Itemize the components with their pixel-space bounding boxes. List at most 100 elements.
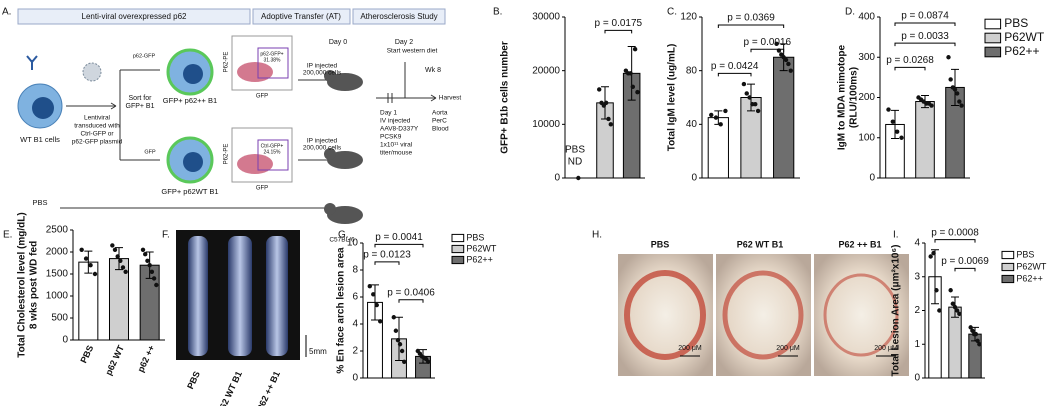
- panel-letter: D.: [845, 7, 855, 18]
- x-tick-label: p62 ++: [136, 344, 157, 374]
- panel-letter: I.: [893, 230, 899, 241]
- data-point: [970, 328, 975, 333]
- data-point: [723, 108, 728, 114]
- y-tick-label: 300: [858, 52, 875, 63]
- data-point: [946, 55, 951, 60]
- y-tick-label: 20000: [532, 65, 560, 76]
- data-point: [894, 129, 900, 134]
- diagram-text: IV injected: [380, 118, 411, 125]
- y-axis-label: % En face arch lesion area: [336, 247, 347, 374]
- diagram-text: Lenti-viral overexpressed p62: [82, 12, 187, 21]
- data-point: [603, 100, 609, 106]
- bar: [707, 117, 729, 179]
- diagram-text: Sort for: [129, 95, 153, 102]
- diagram-text: 200,000 cells: [303, 145, 342, 152]
- legend-swatch: [451, 233, 465, 243]
- panel-letter: A.: [2, 7, 11, 18]
- y-tick-label: 400: [858, 12, 875, 23]
- y-tick-label: 0: [62, 335, 68, 346]
- x-tick-label: PBS: [78, 344, 95, 365]
- diagram-text: Day 1: [380, 110, 397, 117]
- data-point: [147, 263, 152, 268]
- data-point: [143, 252, 148, 257]
- y-tick-label: 2500: [46, 225, 69, 236]
- y-tick-label: 2: [352, 346, 358, 357]
- legend-swatch: [1001, 262, 1015, 272]
- scale-label: 200 μM: [874, 345, 898, 352]
- p-value: p = 0.0041: [375, 232, 423, 243]
- significance-bracket: [717, 72, 752, 77]
- diagram-text: P62-PE: [224, 144, 230, 165]
- data-point: [393, 328, 399, 333]
- data-point: [628, 71, 633, 76]
- data-point: [154, 282, 159, 288]
- data-point: [371, 292, 376, 297]
- legend-label: P62++: [1016, 273, 1043, 283]
- data-point: [890, 119, 896, 124]
- y-axis-label: 8 wks post WD fed: [29, 241, 40, 329]
- panel-letter: C.: [667, 7, 677, 18]
- p-value: p = 0.0008: [931, 227, 979, 238]
- data-point: [952, 87, 958, 92]
- data-point: [120, 265, 126, 270]
- y-tick-label: 10: [347, 238, 359, 249]
- diagram-text: Ctrl-GFP or: [80, 131, 114, 138]
- data-point: [937, 308, 942, 313]
- data-point: [886, 107, 891, 112]
- photo-label: PBS: [651, 239, 670, 249]
- diagram-text: IP injected: [307, 138, 338, 145]
- data-point: [123, 269, 128, 274]
- data-point: [630, 84, 636, 89]
- data-point: [975, 338, 980, 344]
- diagram-text: titer/mouse: [380, 150, 413, 157]
- diagram-text: GFP: [256, 186, 268, 192]
- y-tick-label: 2: [914, 305, 920, 316]
- y-tick-label: 1500: [46, 269, 69, 280]
- legend-label: P62++: [466, 254, 493, 264]
- diagram-text: Atherosclerosis Study: [360, 12, 437, 21]
- diagram-text: WT B1 cells: [20, 135, 60, 144]
- diagram-text: Harvest: [439, 95, 462, 102]
- data-point: [783, 57, 789, 63]
- data-point: [931, 250, 936, 256]
- data-point: [774, 41, 779, 47]
- y-tick-label: 4: [352, 319, 358, 330]
- y-axis-label: Total Lesion Area (μm²x10⁶): [891, 245, 902, 377]
- diagram-text: GFP+ p62++ B1: [163, 96, 217, 105]
- diagram-text: GFP+ B1: [126, 103, 155, 110]
- y-axis-label: IgM to MDA mimotope: [837, 44, 848, 150]
- diagram-text: 200,000 cells: [303, 70, 342, 77]
- y-tick-label: 30000: [532, 12, 560, 23]
- data-point: [753, 102, 758, 107]
- data-point: [79, 247, 84, 252]
- data-point: [576, 175, 581, 181]
- data-point: [378, 319, 383, 324]
- y-tick-label: 120: [680, 12, 697, 23]
- panel-letter: G.: [338, 230, 349, 241]
- data-point: [948, 288, 953, 293]
- significance-bracket: [954, 267, 976, 272]
- diagram-text: p62-GFP: [133, 53, 156, 59]
- diagram-text: PerC: [432, 118, 447, 125]
- photo-label: P62 ++ B1: [255, 370, 282, 406]
- y-axis-label: (RLU/100ms): [849, 67, 860, 128]
- data-point: [608, 122, 613, 127]
- panel-letter: F.: [162, 230, 170, 241]
- diagram-shapes: [17, 8, 446, 224]
- data-point: [110, 243, 115, 248]
- data-point: [92, 271, 98, 277]
- data-point: [747, 95, 752, 100]
- y-tick-label: 4: [914, 238, 920, 249]
- data-point: [151, 276, 157, 281]
- y-tick-label: 0: [869, 173, 875, 184]
- data-point: [954, 308, 960, 313]
- error-bar: [931, 249, 939, 305]
- y-tick-label: 200: [858, 92, 875, 103]
- legend-swatch: [984, 18, 1002, 30]
- significance-bracket: [398, 299, 424, 303]
- p-value: p = 0.0069: [941, 256, 989, 267]
- diagram-text: Aorta: [432, 110, 448, 117]
- legend-swatch: [451, 255, 465, 265]
- diagram-text: 1x10¹¹ viral: [380, 142, 413, 149]
- data-point: [786, 61, 791, 67]
